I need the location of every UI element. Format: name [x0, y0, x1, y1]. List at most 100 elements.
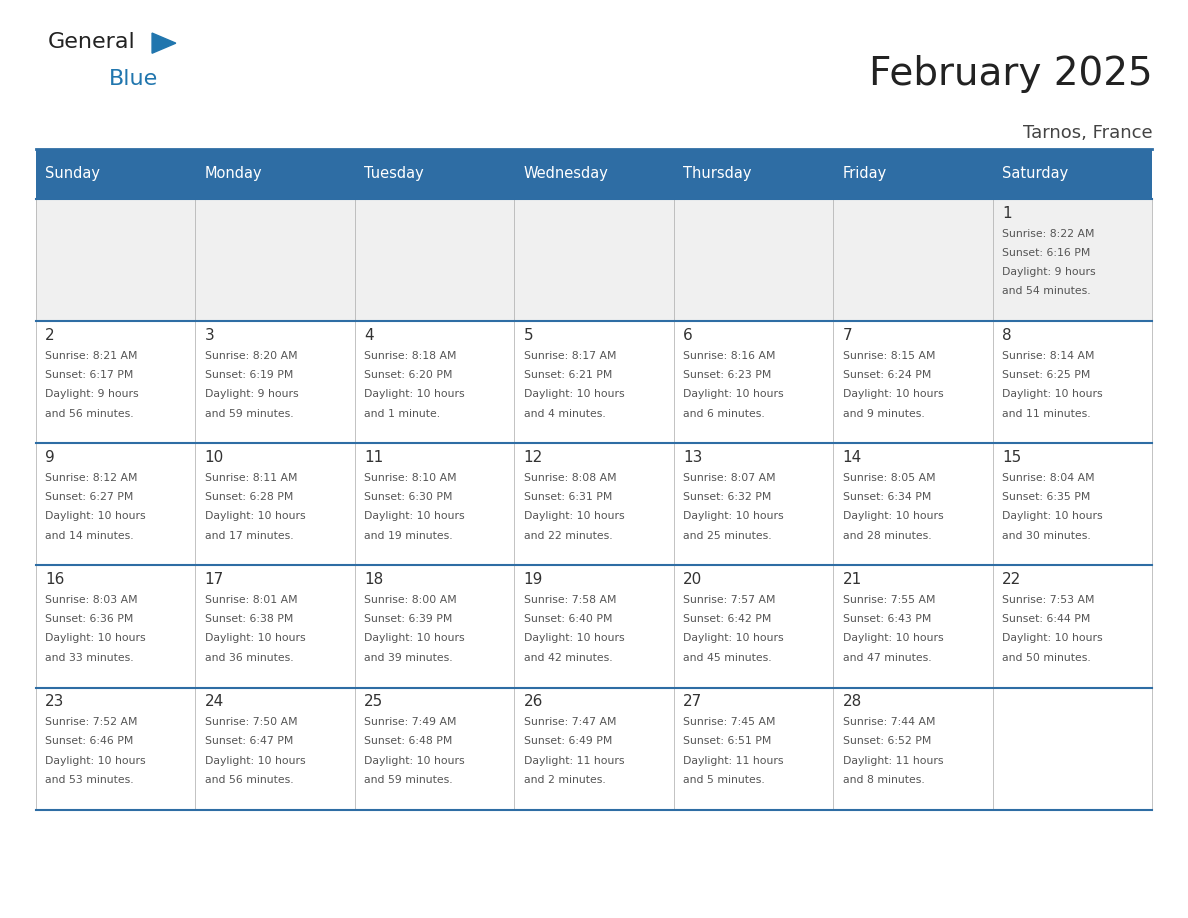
- Text: 17: 17: [204, 572, 223, 587]
- Bar: [195, 149, 355, 199]
- Text: and 4 minutes.: and 4 minutes.: [524, 409, 606, 419]
- Text: Sunrise: 8:07 AM: Sunrise: 8:07 AM: [683, 473, 776, 483]
- Text: Sunset: 6:40 PM: Sunset: 6:40 PM: [524, 614, 612, 624]
- Text: Sunrise: 8:17 AM: Sunrise: 8:17 AM: [524, 351, 617, 361]
- Text: Sunday: Sunday: [45, 166, 100, 182]
- Bar: [993, 149, 1152, 199]
- Text: Sunset: 6:44 PM: Sunset: 6:44 PM: [1003, 614, 1091, 624]
- Text: Daylight: 10 hours: Daylight: 10 hours: [1003, 511, 1102, 521]
- Text: and 53 minutes.: and 53 minutes.: [45, 775, 134, 785]
- Text: and 39 minutes.: and 39 minutes.: [365, 653, 453, 663]
- Bar: [36, 688, 1152, 810]
- Text: Sunrise: 8:00 AM: Sunrise: 8:00 AM: [365, 595, 457, 605]
- Text: Sunrise: 8:08 AM: Sunrise: 8:08 AM: [524, 473, 617, 483]
- Text: 4: 4: [365, 328, 374, 342]
- Text: and 42 minutes.: and 42 minutes.: [524, 653, 612, 663]
- Text: Sunset: 6:47 PM: Sunset: 6:47 PM: [204, 736, 293, 746]
- Text: and 33 minutes.: and 33 minutes.: [45, 653, 134, 663]
- Text: Sunrise: 7:53 AM: Sunrise: 7:53 AM: [1003, 595, 1095, 605]
- Text: Sunrise: 8:12 AM: Sunrise: 8:12 AM: [45, 473, 138, 483]
- Text: Sunset: 6:38 PM: Sunset: 6:38 PM: [204, 614, 293, 624]
- Text: 6: 6: [683, 328, 693, 342]
- Text: Sunset: 6:21 PM: Sunset: 6:21 PM: [524, 370, 612, 380]
- Text: Sunrise: 8:03 AM: Sunrise: 8:03 AM: [45, 595, 138, 605]
- Text: 13: 13: [683, 450, 702, 465]
- Text: Sunrise: 7:55 AM: Sunrise: 7:55 AM: [842, 595, 935, 605]
- Text: Blue: Blue: [109, 69, 158, 89]
- Text: Daylight: 10 hours: Daylight: 10 hours: [45, 511, 146, 521]
- Text: Sunrise: 8:04 AM: Sunrise: 8:04 AM: [1003, 473, 1095, 483]
- Text: Sunset: 6:27 PM: Sunset: 6:27 PM: [45, 492, 133, 502]
- Text: Sunrise: 8:16 AM: Sunrise: 8:16 AM: [683, 351, 776, 361]
- Text: 8: 8: [1003, 328, 1012, 342]
- Bar: [674, 149, 833, 199]
- Text: 25: 25: [365, 694, 384, 709]
- Bar: [36, 199, 1152, 321]
- Text: Daylight: 10 hours: Daylight: 10 hours: [524, 633, 625, 644]
- Text: Daylight: 10 hours: Daylight: 10 hours: [1003, 389, 1102, 399]
- Text: Sunrise: 7:57 AM: Sunrise: 7:57 AM: [683, 595, 776, 605]
- Text: Thursday: Thursday: [683, 166, 752, 182]
- Text: and 14 minutes.: and 14 minutes.: [45, 531, 134, 541]
- Text: Sunrise: 8:18 AM: Sunrise: 8:18 AM: [365, 351, 456, 361]
- Text: and 47 minutes.: and 47 minutes.: [842, 653, 931, 663]
- Text: Daylight: 10 hours: Daylight: 10 hours: [365, 389, 465, 399]
- Text: Sunset: 6:34 PM: Sunset: 6:34 PM: [842, 492, 931, 502]
- Text: and 2 minutes.: and 2 minutes.: [524, 775, 606, 785]
- Text: Daylight: 10 hours: Daylight: 10 hours: [1003, 633, 1102, 644]
- Text: and 25 minutes.: and 25 minutes.: [683, 531, 772, 541]
- Text: 23: 23: [45, 694, 64, 709]
- Text: 2: 2: [45, 328, 55, 342]
- Bar: [36, 321, 1152, 443]
- Text: Daylight: 9 hours: Daylight: 9 hours: [45, 389, 139, 399]
- Text: Sunrise: 7:49 AM: Sunrise: 7:49 AM: [365, 717, 456, 727]
- Bar: [833, 149, 993, 199]
- Bar: [355, 149, 514, 199]
- Text: Daylight: 10 hours: Daylight: 10 hours: [842, 389, 943, 399]
- Text: and 17 minutes.: and 17 minutes.: [204, 531, 293, 541]
- Text: Sunset: 6:31 PM: Sunset: 6:31 PM: [524, 492, 612, 502]
- Text: 1: 1: [1003, 206, 1012, 220]
- Text: Wednesday: Wednesday: [524, 166, 608, 182]
- Text: Friday: Friday: [842, 166, 887, 182]
- Text: Sunset: 6:52 PM: Sunset: 6:52 PM: [842, 736, 931, 746]
- Text: Tuesday: Tuesday: [365, 166, 424, 182]
- Text: Sunset: 6:17 PM: Sunset: 6:17 PM: [45, 370, 133, 380]
- Polygon shape: [152, 33, 176, 53]
- Text: and 9 minutes.: and 9 minutes.: [842, 409, 924, 419]
- Text: 5: 5: [524, 328, 533, 342]
- Text: Daylight: 10 hours: Daylight: 10 hours: [683, 389, 784, 399]
- Text: Daylight: 9 hours: Daylight: 9 hours: [204, 389, 298, 399]
- Text: and 50 minutes.: and 50 minutes.: [1003, 653, 1091, 663]
- Text: Daylight: 10 hours: Daylight: 10 hours: [204, 756, 305, 766]
- Text: Sunset: 6:46 PM: Sunset: 6:46 PM: [45, 736, 133, 746]
- Bar: [514, 149, 674, 199]
- Text: and 36 minutes.: and 36 minutes.: [204, 653, 293, 663]
- Text: Monday: Monday: [204, 166, 263, 182]
- Text: 10: 10: [204, 450, 223, 465]
- Bar: [36, 149, 195, 199]
- Text: and 11 minutes.: and 11 minutes.: [1003, 409, 1091, 419]
- Text: Sunrise: 8:15 AM: Sunrise: 8:15 AM: [842, 351, 935, 361]
- Text: 27: 27: [683, 694, 702, 709]
- Text: Sunset: 6:28 PM: Sunset: 6:28 PM: [204, 492, 293, 502]
- Text: 9: 9: [45, 450, 55, 465]
- Text: 26: 26: [524, 694, 543, 709]
- Text: Daylight: 11 hours: Daylight: 11 hours: [524, 756, 624, 766]
- Text: Daylight: 10 hours: Daylight: 10 hours: [683, 511, 784, 521]
- Text: and 45 minutes.: and 45 minutes.: [683, 653, 772, 663]
- Text: 18: 18: [365, 572, 384, 587]
- Text: and 59 minutes.: and 59 minutes.: [365, 775, 453, 785]
- Text: and 6 minutes.: and 6 minutes.: [683, 409, 765, 419]
- Text: and 54 minutes.: and 54 minutes.: [1003, 286, 1091, 297]
- Text: February 2025: February 2025: [868, 55, 1152, 93]
- Text: Sunset: 6:23 PM: Sunset: 6:23 PM: [683, 370, 772, 380]
- Bar: [36, 443, 1152, 565]
- Text: Daylight: 10 hours: Daylight: 10 hours: [204, 633, 305, 644]
- Text: Sunset: 6:32 PM: Sunset: 6:32 PM: [683, 492, 772, 502]
- Text: Daylight: 10 hours: Daylight: 10 hours: [524, 389, 625, 399]
- Text: Sunset: 6:25 PM: Sunset: 6:25 PM: [1003, 370, 1091, 380]
- Text: Sunrise: 7:44 AM: Sunrise: 7:44 AM: [842, 717, 935, 727]
- Text: and 30 minutes.: and 30 minutes.: [1003, 531, 1091, 541]
- Text: Daylight: 10 hours: Daylight: 10 hours: [842, 633, 943, 644]
